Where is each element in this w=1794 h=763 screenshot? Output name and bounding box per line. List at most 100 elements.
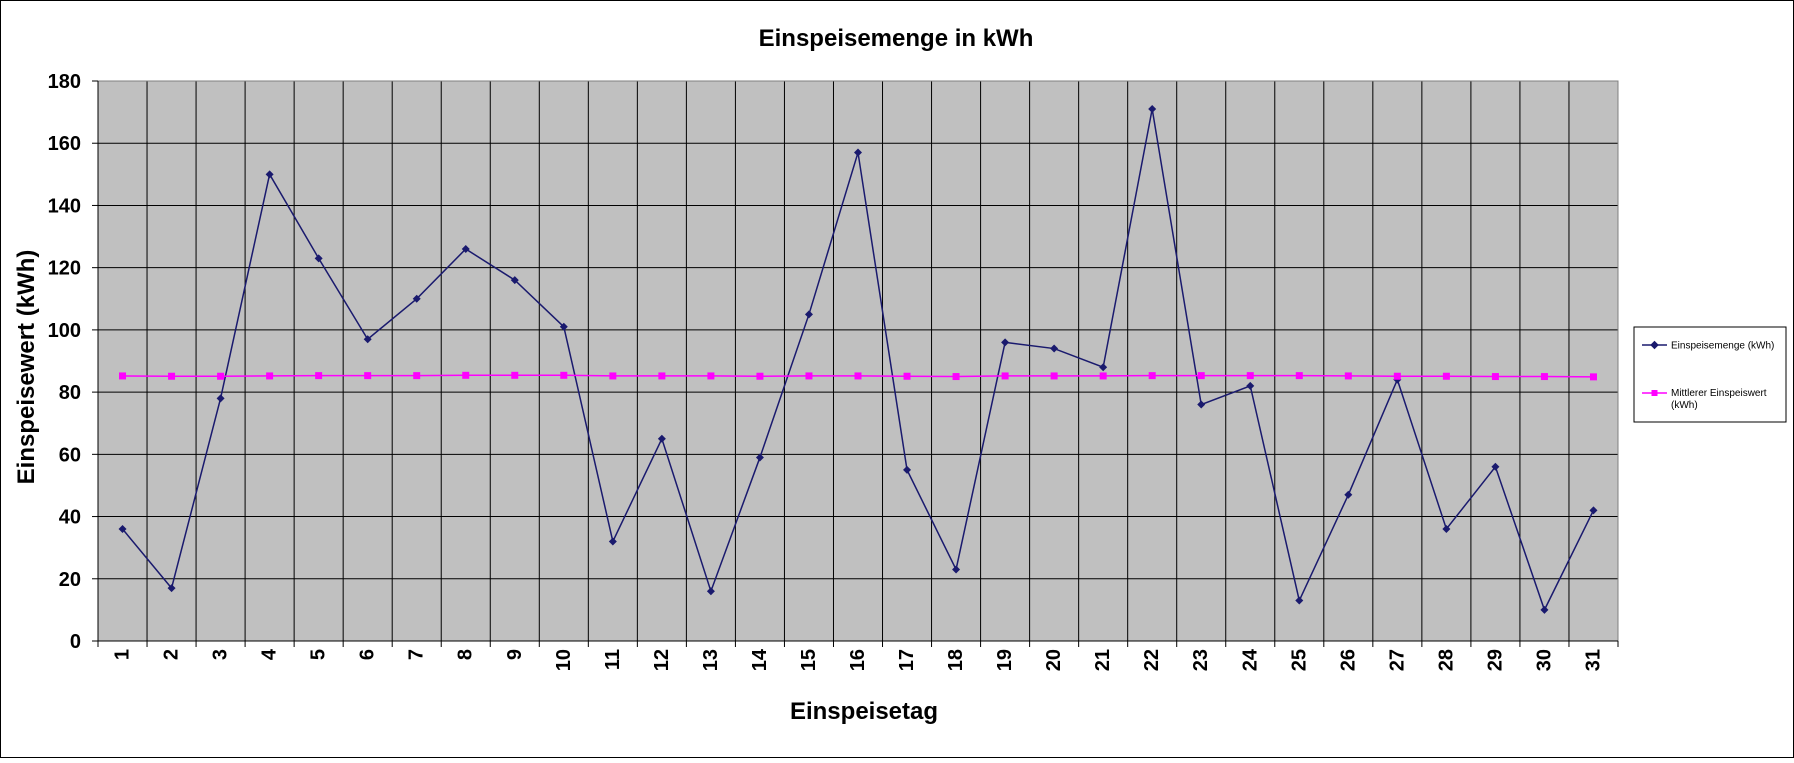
data-point-mittlerer-einspeiswert xyxy=(903,372,911,380)
y-tick-label: 180 xyxy=(48,71,81,93)
data-point-mittlerer-einspeiswert xyxy=(1197,372,1205,380)
data-point-einspeisemenge xyxy=(314,254,323,263)
x-tick-label: 5 xyxy=(308,649,330,660)
legend-marker-einspeisemenge xyxy=(1650,340,1659,350)
data-point-mittlerer-einspeiswert xyxy=(952,373,960,381)
data-point-einspeisemenge xyxy=(216,394,225,403)
data-point-mittlerer-einspeiswert xyxy=(364,372,372,380)
data-point-mittlerer-einspeiswert xyxy=(1393,372,1401,380)
x-tick-label: 4 xyxy=(259,648,281,660)
x-tick-label: 8 xyxy=(455,649,477,660)
data-point-mittlerer-einspeiswert xyxy=(217,372,225,380)
x-tick-label: 3 xyxy=(210,649,232,660)
data-point-einspeisemenge xyxy=(412,294,421,303)
data-point-mittlerer-einspeiswert xyxy=(1099,372,1107,380)
data-point-mittlerer-einspeiswert xyxy=(756,372,764,380)
x-tick-label: 10 xyxy=(553,649,575,671)
data-point-einspeisemenge xyxy=(1491,462,1500,471)
legend-label-mittlerer-line-1: Mittlerer Einspeiswert xyxy=(1671,388,1767,399)
legend-marker-mittlerer xyxy=(1651,390,1658,396)
data-point-einspeisemenge xyxy=(903,465,912,474)
legend-label-mittlerer-line-2: (kWh) xyxy=(1671,400,1698,411)
data-point-einspeisemenge xyxy=(854,148,862,157)
data-point-mittlerer-einspeiswert xyxy=(413,372,421,380)
data-point-mittlerer-einspeiswert xyxy=(1148,372,1156,380)
data-point-einspeisemenge xyxy=(363,335,372,344)
x-tick-label: 12 xyxy=(651,649,673,671)
x-tick-label: 20 xyxy=(1043,649,1065,671)
x-tick-label: 18 xyxy=(945,649,967,671)
y-tick-label: 100 xyxy=(48,320,81,342)
data-point-mittlerer-einspeiswert xyxy=(805,372,813,380)
data-point-einspeisemenge xyxy=(265,170,274,179)
y-tick-label: 140 xyxy=(48,195,81,217)
x-tick-label: 11 xyxy=(602,649,624,670)
x-tick-label: 30 xyxy=(1533,649,1555,671)
x-tick-label: 17 xyxy=(896,649,918,671)
y-tick-label: 40 xyxy=(59,507,81,529)
data-point-einspeisemenge xyxy=(118,525,127,533)
data-point-mittlerer-einspeiswert xyxy=(854,372,862,380)
data-point-mittlerer-einspeiswert xyxy=(511,371,519,379)
data-point-mittlerer-einspeiswert xyxy=(1001,372,1009,380)
x-tick-label: 28 xyxy=(1435,649,1457,671)
data-point-mittlerer-einspeiswert xyxy=(1540,373,1548,381)
data-point-einspeisemenge xyxy=(1001,338,1010,347)
y-tick-label: 0 xyxy=(70,631,81,653)
chart-title: Einspeisemenge in kWh xyxy=(759,25,1034,52)
data-point-einspeisemenge xyxy=(461,245,470,253)
data-point-einspeisemenge xyxy=(755,453,764,462)
data-point-einspeisemenge xyxy=(1099,363,1108,372)
data-point-mittlerer-einspeiswert xyxy=(1442,372,1450,380)
plot-area xyxy=(98,81,1618,641)
y-tick-label: 80 xyxy=(59,382,81,404)
data-point-einspeisemenge xyxy=(1540,605,1549,614)
data-point-einspeisemenge xyxy=(1442,525,1451,533)
data-point-mittlerer-einspeiswert xyxy=(560,371,568,379)
data-point-einspeisemenge xyxy=(510,276,519,285)
x-tick-label: 19 xyxy=(994,649,1016,671)
data-point-einspeisemenge xyxy=(804,310,813,319)
x-tick-label: 25 xyxy=(1288,649,1310,671)
x-tick-label: 7 xyxy=(406,649,428,660)
data-point-mittlerer-einspeiswert xyxy=(658,372,666,380)
data-point-mittlerer-einspeiswert xyxy=(1295,372,1303,380)
x-tick-label: 21 xyxy=(1092,649,1114,671)
data-point-mittlerer-einspeiswert xyxy=(168,372,176,380)
x-tick-label: 24 xyxy=(1239,648,1261,671)
x-tick-label: 6 xyxy=(357,649,379,660)
x-tick-label: 31 xyxy=(1582,649,1604,671)
data-point-einspeisemenge xyxy=(1197,400,1206,409)
y-tick-label: 160 xyxy=(48,133,81,155)
x-tick-label: 29 xyxy=(1484,649,1506,671)
legend-box xyxy=(1633,326,1787,423)
y-axis-title: Einspeisewert (kWh) xyxy=(13,250,40,485)
data-point-einspeisemenge xyxy=(657,434,666,443)
data-point-mittlerer-einspeiswert xyxy=(1050,372,1058,380)
x-tick-label: 23 xyxy=(1190,649,1212,671)
x-tick-label: 14 xyxy=(749,648,771,671)
x-tick-label: 22 xyxy=(1141,649,1163,671)
data-point-einspeisemenge xyxy=(1344,490,1353,499)
data-point-mittlerer-einspeiswert xyxy=(266,372,274,380)
x-tick-label: 1 xyxy=(112,649,134,660)
legend-label-einspeisemenge: Einspeisemenge (kWh) xyxy=(1671,341,1774,352)
data-point-einspeisemenge xyxy=(1050,344,1059,353)
data-point-einspeisemenge xyxy=(167,584,176,593)
y-tick-label: 120 xyxy=(48,258,81,280)
data-point-einspeisemenge xyxy=(952,565,961,574)
x-tick-label: 13 xyxy=(700,649,722,671)
data-point-einspeisemenge xyxy=(608,537,617,546)
x-axis-title: Einspeisetag xyxy=(790,698,938,725)
data-point-mittlerer-einspeiswert xyxy=(609,372,617,380)
data-point-einspeisemenge xyxy=(559,322,568,331)
data-point-mittlerer-einspeiswert xyxy=(315,372,323,380)
x-tick-label: 2 xyxy=(161,649,183,660)
data-point-mittlerer-einspeiswert xyxy=(462,371,470,379)
x-tick-label: 15 xyxy=(798,649,820,671)
x-tick-label: 9 xyxy=(504,649,526,660)
data-point-einspeisemenge xyxy=(1246,381,1255,390)
